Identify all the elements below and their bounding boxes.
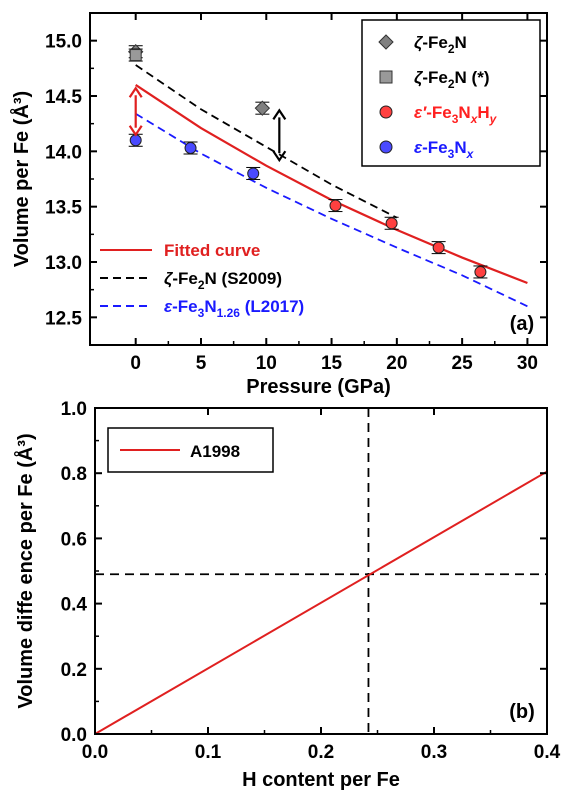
panel-b-x-tick-label-4: 0.4 bbox=[534, 742, 561, 763]
panel-a-marker-1-0 bbox=[129, 49, 142, 62]
panel-b-label: (b) bbox=[509, 701, 535, 723]
panel-a-y-axis-label: Volume per Fe (Å³) bbox=[9, 91, 33, 267]
panel-a-line-1 bbox=[135, 64, 398, 219]
panel-a-legend-label-0: ζ-Fe2N bbox=[414, 33, 467, 56]
panel-a-y-tick-label-4: 14.5 bbox=[45, 87, 82, 108]
panel-a-arrow-head-top-0 bbox=[128, 86, 143, 98]
panel-b-ylabel-group: Volume diffe ence per Fe (Å³) bbox=[13, 433, 37, 708]
panel-b-y-tick-label-5: 1.0 bbox=[61, 399, 87, 420]
panel-a-x-tick-label-4: 20 bbox=[386, 353, 407, 374]
panel-a-line-2 bbox=[135, 112, 528, 308]
panel-b-x-tick-label-3: 0.3 bbox=[421, 742, 447, 763]
panel-a-legend-marker-0 bbox=[378, 34, 394, 50]
panel-a-marker-2-3 bbox=[474, 265, 487, 278]
panel-a-y-tick-label-3: 14.0 bbox=[45, 142, 82, 163]
panel-a-x-tick-label-1: 5 bbox=[196, 353, 207, 374]
panel-b-x-axis-label: H content per Fe bbox=[242, 769, 400, 791]
panel-a-legend-label-1: ζ-Fe2N (*) bbox=[414, 68, 490, 91]
panel-a-marker-3-1 bbox=[184, 142, 197, 155]
panel-a-legend-label-3: ε-Fe3Nx bbox=[414, 138, 475, 161]
panel-b-legend-label-a1998: A1998 bbox=[190, 442, 240, 461]
panel-b-y-tick-label-4: 0.8 bbox=[61, 464, 87, 485]
panel-a-lines-legend-label-2: ε-Fe3N1.26 (L2017) bbox=[164, 297, 304, 320]
panel-a-marker-2-0 bbox=[329, 199, 342, 212]
panel-a-ylabel-group: Volume per Fe (Å³) bbox=[9, 91, 33, 267]
panel-a-arrow-head-bottom-0 bbox=[128, 125, 143, 137]
panel-a-x-tick-label-3: 15 bbox=[321, 353, 343, 374]
panel-a-x-tick-label-2: 10 bbox=[256, 353, 277, 374]
panel-a-y-tick-label-5: 15.0 bbox=[45, 32, 82, 53]
panel-b-y-tick-label-2: 0.4 bbox=[61, 595, 88, 616]
panel-b-y-tick-label-1: 0.2 bbox=[61, 660, 87, 681]
panel-b-x-tick-label-2: 0.2 bbox=[308, 742, 334, 763]
panel-a-marker-0-1 bbox=[254, 100, 271, 116]
panel-a-x-tick-label-5: 25 bbox=[452, 353, 474, 374]
panel-b: Volume diffe ence per Fe (Å³) H content … bbox=[13, 399, 561, 791]
panel-a-legend-label-2: ε′-Fe3NxHy bbox=[414, 103, 498, 126]
panel-a-marker-3-2 bbox=[247, 167, 260, 180]
panel-a: Volume per Fe (Å³) Pressure (GPa) (a) 0 5… bbox=[9, 12, 548, 398]
panel-a-lines-legend-label-0: Fitted curve bbox=[164, 241, 260, 260]
panel-a-legend-marker-1 bbox=[379, 70, 393, 84]
panel-b-x-tick-label-0: 0.0 bbox=[82, 742, 108, 763]
panel-b-y-axis-label: Volume diffe ence per Fe (Å³) bbox=[13, 433, 37, 708]
panel-a-marker-2-2 bbox=[432, 241, 445, 254]
panel-a-legend-marker-3 bbox=[379, 140, 393, 154]
panel-a-y-tick-label-2: 13.5 bbox=[45, 198, 82, 219]
panel-a-arrow-head-top-1 bbox=[272, 108, 287, 120]
panel-a-y-tick-label-1: 13.0 bbox=[45, 253, 82, 274]
panel-a-lines-legend-label-1: ζ-Fe2N (S2009) bbox=[164, 269, 282, 292]
panel-a-x-tick-label-0: 0 bbox=[130, 353, 141, 374]
panel-b-y-tick-label-3: 0.6 bbox=[61, 529, 87, 550]
panel-b-x-tick-label-1: 0.1 bbox=[195, 742, 222, 763]
panel-b-series-line-0 bbox=[94, 470, 548, 735]
panel-a-arrow-head-bottom-1 bbox=[272, 150, 287, 163]
panel-a-x-axis-label: Pressure (GPa) bbox=[246, 376, 391, 398]
panel-a-label: (a) bbox=[510, 313, 534, 335]
panel-b-y-tick-label-0: 0.0 bbox=[61, 725, 87, 746]
panel-a-y-tick-label-0: 12.5 bbox=[45, 308, 82, 329]
panel-a-marker-2-1 bbox=[385, 217, 398, 230]
panel-a-x-tick-label-6: 30 bbox=[517, 353, 538, 374]
panel-a-legend-marker-2 bbox=[379, 105, 393, 119]
panel-a-legend-box bbox=[361, 19, 541, 167]
